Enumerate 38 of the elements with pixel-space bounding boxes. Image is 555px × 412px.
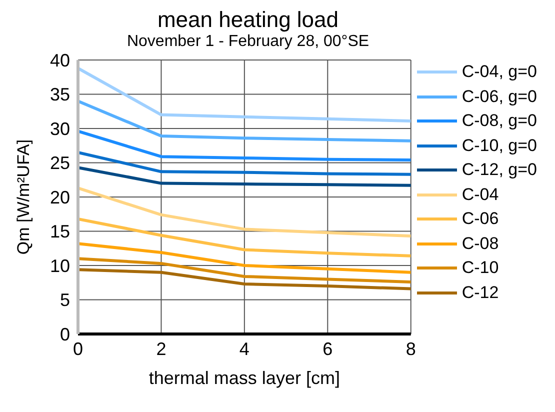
legend-label: C-12, g=0 (462, 159, 537, 181)
x-tick-label: 8 (406, 338, 416, 359)
x-tick-label: 0 (72, 338, 84, 359)
legend-label: C-10, g=0 (462, 134, 537, 156)
y-tick-label: 15 (50, 222, 70, 242)
line-series (78, 130, 411, 162)
legend-label: C-06, g=0 (462, 86, 537, 108)
x-tick-label: 4 (239, 338, 250, 359)
line-series (78, 242, 411, 274)
legend-label: C-08 (462, 232, 499, 254)
y-tick-label: 40 (50, 50, 70, 70)
y-tick-label: 10 (50, 256, 70, 276)
x-axis-title: thermal mass layer [cm] (148, 368, 340, 388)
line-series (78, 257, 411, 284)
legend-label: C-04, g=0 (462, 61, 537, 83)
y-tick-label: 30 (50, 118, 70, 139)
y-tick-label: 20 (50, 187, 70, 208)
legend-label: C-04 (462, 184, 499, 206)
line-series (78, 150, 411, 176)
chart-title: mean heating load (156, 7, 340, 32)
legend-label: C-06 (462, 208, 499, 230)
line-series (78, 166, 411, 187)
line-series (78, 66, 411, 122)
x-tick-label: 6 (322, 338, 333, 359)
line-series (78, 186, 411, 238)
y-tick-label: 25 (50, 153, 70, 174)
chart-subtitle: November 1 - February 28, 00°SE (126, 32, 370, 52)
line-series (78, 217, 411, 258)
legend-label: C-08, g=0 (462, 110, 537, 132)
y-tick-label: 35 (50, 84, 70, 105)
x-tick-label: 2 (156, 338, 166, 359)
line-series (78, 100, 411, 142)
y-tick-label: 0 (60, 324, 70, 344)
y-axis-title: Qm [W/m²UFA] (14, 139, 34, 255)
legend-label: C-12 (462, 282, 499, 304)
line-series (78, 268, 411, 290)
legend-label: C-10 (462, 257, 499, 279)
y-tick-label: 5 (60, 290, 70, 310)
